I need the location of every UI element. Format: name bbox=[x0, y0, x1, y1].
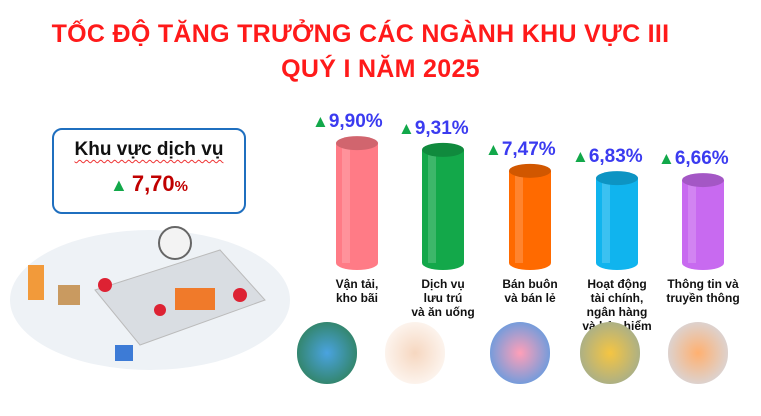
data-label-text: 9,31% bbox=[414, 117, 469, 139]
boxes-icon bbox=[58, 285, 80, 305]
data-label: ▲9,31% bbox=[398, 118, 469, 140]
category-label: Bán buôn và bán lẻ bbox=[502, 277, 558, 305]
chef-illustration bbox=[385, 322, 445, 384]
summary-box: Khu vực dịch vụ ▲ 7,70% bbox=[52, 128, 246, 214]
bar-3 bbox=[509, 163, 551, 270]
bar-body bbox=[509, 170, 551, 263]
up-arrow-icon: ▲ bbox=[658, 149, 675, 169]
shop-illustration bbox=[490, 322, 550, 384]
pin-icon bbox=[233, 288, 247, 302]
up-arrow-icon: ▲ bbox=[398, 118, 415, 138]
data-label: ▲9,90% bbox=[312, 111, 383, 133]
title-line-2: QUÝ I NĂM 2025 bbox=[281, 55, 480, 83]
up-arrow-icon: ▲ bbox=[485, 139, 502, 159]
bar-highlight bbox=[428, 153, 436, 263]
pin-icon bbox=[98, 278, 112, 292]
bar-5 bbox=[682, 173, 724, 270]
data-label: ▲6,66% bbox=[658, 148, 729, 170]
data-label: ▲6,83% bbox=[572, 146, 643, 168]
bar-top bbox=[336, 136, 378, 151]
bar-body bbox=[596, 178, 638, 263]
up-arrow-icon: ▲ bbox=[110, 175, 128, 195]
data-label-text: 9,90% bbox=[328, 111, 383, 133]
data-label-text: 7,47% bbox=[501, 138, 556, 160]
summary-value: 7,70 bbox=[131, 171, 175, 196]
bar-body bbox=[682, 180, 724, 263]
bar-top bbox=[682, 173, 724, 188]
bar-2 bbox=[422, 142, 464, 270]
bar-highlight bbox=[602, 182, 610, 263]
bar-4 bbox=[596, 171, 638, 270]
summary-label: Khu vực dịch vụ bbox=[74, 139, 224, 160]
finance-illustration bbox=[580, 322, 640, 384]
bar-body bbox=[336, 143, 378, 263]
thumbs-up-icon bbox=[115, 345, 133, 361]
data-label: ▲7,47% bbox=[485, 139, 556, 161]
telecom-illustration bbox=[668, 322, 728, 384]
truck-icon bbox=[175, 288, 215, 310]
courier-figure bbox=[28, 265, 44, 300]
category-label: Dịch vụ lưu trú và ăn uống bbox=[411, 277, 475, 319]
pin-icon bbox=[154, 304, 166, 316]
bar-highlight bbox=[515, 174, 523, 263]
category-label: Thông tin và truyền thông bbox=[666, 277, 740, 305]
category-label: Vận tải, kho bãi bbox=[335, 277, 379, 305]
delivery-illustration bbox=[10, 226, 290, 370]
bar-highlight bbox=[342, 147, 350, 263]
summary-value-row: ▲ 7,70% bbox=[54, 171, 244, 197]
title-line-1: TỐC ĐỘ TĂNG TRƯỞNG CÁC NGÀNH KHU VỰC III bbox=[51, 20, 670, 48]
bar-highlight bbox=[688, 184, 696, 263]
bar-body bbox=[422, 149, 464, 263]
transport-illustration bbox=[297, 322, 357, 384]
up-arrow-icon: ▲ bbox=[572, 147, 589, 167]
summary-unit: % bbox=[174, 178, 188, 195]
bar-top bbox=[509, 163, 551, 178]
bar-top bbox=[422, 142, 464, 157]
bar-top bbox=[596, 171, 638, 186]
data-label-text: 6,83% bbox=[588, 146, 643, 168]
up-arrow-icon: ▲ bbox=[312, 112, 329, 132]
data-label-text: 6,66% bbox=[674, 148, 729, 170]
bar-1 bbox=[336, 136, 378, 270]
clock-icon bbox=[158, 226, 192, 260]
